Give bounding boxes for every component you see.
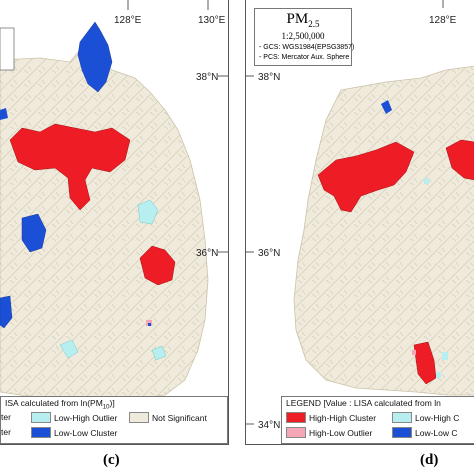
low-low-region-west — [21, 213, 47, 253]
legend-c-item-4: ter — [1, 427, 11, 437]
map-gcs: - GCS: WGS1984(EPSG3857) — [259, 44, 355, 51]
low-high-region-2 — [59, 339, 79, 359]
map-panel-c: 128°E 130°E 38°N 36°N ISA calculated fro… — [0, 0, 229, 445]
high-low-region-d — [412, 350, 416, 355]
tick-lon-130-c: 130°E — [198, 15, 226, 26]
tick-lat-38-c: 38°N — [196, 72, 218, 83]
legend-d: LEGEND [Value : LISA calculated from ln … — [281, 396, 474, 444]
legend-d-title: LEGEND [Value : LISA calculated from ln — [286, 398, 441, 408]
map-pcs: - PCS: Mercator Aux. Sphere — [259, 54, 350, 61]
tick-lat-34-d: 34°N — [258, 420, 280, 431]
map-panel-d: 128°E 38°N 36°N 34°N LEGEND [Value : LIS… — [245, 0, 474, 445]
low-high-region-d — [424, 178, 429, 184]
map-c-svg: 128°E 130°E 38°N 36°N — [0, 0, 228, 401]
low-low-region-sw — [0, 295, 13, 329]
legend-d-item-2: Low-High C — [392, 412, 459, 423]
low-low-region-north — [77, 21, 113, 93]
legend-d-item-1: High-High Cluster — [286, 412, 376, 423]
low-low-region-d-north — [381, 100, 392, 114]
panel-label-c: (c) — [103, 452, 120, 468]
high-high-region-d-east — [445, 139, 474, 181]
high-high-region-east — [139, 245, 176, 286]
legend-c-item-5: Low-Low Cluster — [31, 427, 117, 438]
legend-c-title: ISA calculated from ln(PM10)] — [5, 398, 115, 411]
map-title-box: PM2.5 1:2,500,000 - GCS: WGS1984(EPSG385… — [254, 8, 355, 66]
legend-c: ISA calculated from ln(PM10)] ter Low-Hi… — [0, 396, 228, 444]
map-d-svg: 128°E 38°N 36°N 34°N — [246, 0, 474, 431]
legend-d-item-4: Low-Low C — [392, 427, 458, 438]
legend-d-item-3: High-Low Outlier — [286, 427, 372, 438]
tick-lat-36-c: 36°N — [196, 248, 218, 259]
high-high-region-central — [9, 123, 131, 211]
map-title: PM2.5 — [286, 11, 320, 29]
panel-label-d: (d) — [420, 452, 439, 468]
legend-c-item-1: ter — [1, 412, 11, 422]
tick-lon-128-d: 128°E — [429, 15, 457, 26]
low-high-region-3 — [151, 345, 167, 361]
tick-lon-128-c: 128°E — [114, 15, 142, 26]
legend-c-item-3: Not Significant — [129, 412, 207, 423]
map-scale: 1:2,500,000 — [281, 31, 325, 41]
inset-box — [0, 27, 15, 71]
tick-lat-38-d: 38°N — [258, 72, 280, 83]
low-high-region-1 — [137, 199, 159, 225]
tick-lat-36-d: 36°N — [258, 248, 280, 259]
legend-c-item-2: Low-High Outlier — [31, 412, 117, 423]
low-low-region-w2 — [0, 108, 8, 120]
high-high-region-d-central — [317, 141, 415, 213]
